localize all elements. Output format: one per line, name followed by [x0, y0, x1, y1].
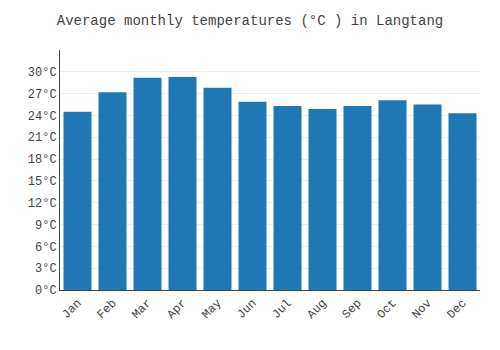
- svg-text:0°C: 0°C: [35, 284, 57, 298]
- svg-text:9°C: 9°C: [35, 219, 57, 233]
- svg-text:24°C: 24°C: [28, 110, 57, 124]
- svg-text:3°C: 3°C: [35, 262, 57, 276]
- svg-text:Jun: Jun: [234, 297, 259, 322]
- svg-text:Mar: Mar: [129, 297, 154, 322]
- svg-text:12°C: 12°C: [28, 197, 57, 211]
- svg-text:Average monthly temperatures (: Average monthly temperatures (°C ) in La…: [57, 13, 443, 29]
- svg-text:27°C: 27°C: [28, 88, 57, 102]
- svg-text:Apr: Apr: [164, 297, 189, 322]
- svg-text:Oct: Oct: [374, 297, 399, 322]
- svg-text:Aug: Aug: [304, 297, 329, 322]
- svg-text:Jul: Jul: [269, 297, 294, 322]
- svg-text:Sep: Sep: [339, 297, 364, 322]
- svg-text:Feb: Feb: [94, 297, 119, 322]
- svg-text:15°C: 15°C: [28, 175, 57, 189]
- svg-text:May: May: [199, 297, 224, 322]
- svg-text:Nov: Nov: [409, 297, 434, 322]
- svg-text:Jan: Jan: [59, 297, 84, 322]
- svg-text:30°C: 30°C: [28, 66, 57, 80]
- svg-text:18°C: 18°C: [28, 153, 57, 167]
- svg-text:6°C: 6°C: [35, 241, 57, 255]
- svg-text:Dec: Dec: [444, 297, 469, 322]
- svg-text:21°C: 21°C: [28, 131, 57, 145]
